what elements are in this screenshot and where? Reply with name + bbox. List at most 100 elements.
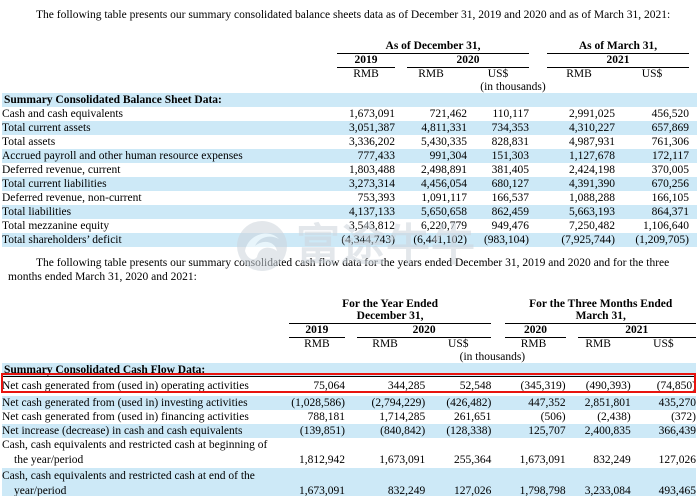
group-header-dec31: As of December 31, <box>337 38 529 54</box>
cell-value: 788,181 <box>307 410 345 423</box>
cell-value: 5,663,193 <box>569 206 615 218</box>
cell-value: (6,441,102) <box>413 234 467 246</box>
table-row: Accrued payroll and other human resource… <box>2 149 697 163</box>
cell-value: 4,456,054 <box>421 178 467 190</box>
cell-value: 3,273,314 <box>349 178 395 190</box>
table-row: Net increase (decrease) in cash and cash… <box>2 423 696 438</box>
spacer-cell <box>689 38 697 54</box>
spacer-cell <box>491 298 501 324</box>
spacer-cell <box>689 121 697 135</box>
table-row: Cash and cash equivalents 1,673,091 721,46… <box>2 107 697 121</box>
year-header-2020: 2020 <box>395 54 529 68</box>
row-label: Total current assets <box>2 122 91 134</box>
cell-value: 261,651 <box>454 410 492 423</box>
currency-header-usd: US$ <box>487 68 509 80</box>
year-header-2019: 2019 <box>288 324 345 338</box>
cell-value: 52,548 <box>459 379 492 392</box>
cell-value: (1,209,705) <box>635 234 689 246</box>
cell-value: 2,498,891 <box>421 164 467 176</box>
empty-header-cell <box>2 68 337 81</box>
cell-value: 1,106,640 <box>643 220 689 232</box>
year-header-2021-q1: 2021 <box>566 324 696 338</box>
row-label: Accrued payroll and other human resource… <box>2 150 243 162</box>
spacer-cell <box>529 219 543 233</box>
section-title: Summary Consolidated Balance Sheet Data: <box>2 93 697 107</box>
cell-value: 6,220,779 <box>421 220 467 232</box>
cell-value: 1,798,798 <box>519 484 566 496</box>
cell-value: 1,673,091 <box>298 484 345 496</box>
cell-value: (139,851) <box>299 424 345 437</box>
cell-value: 2,851,801 <box>584 396 631 409</box>
cell-value: (983,104) <box>483 234 529 246</box>
section-title-row: Summary Consolidated Balance Sheet Data: <box>2 93 697 107</box>
spacer-cell <box>529 54 543 68</box>
spacer-cell <box>491 376 501 396</box>
cell-value: 166,105 <box>651 192 689 204</box>
spacer-cell <box>689 68 697 81</box>
spacer-cell <box>529 135 543 149</box>
spacer-cell <box>689 219 697 233</box>
table-row: Net cash generated from (used in) invest… <box>2 395 696 410</box>
balance-sheet-table: As of December 31, As of March 31, 2019 … <box>2 38 697 247</box>
cell-value: (4,344,743) <box>341 234 395 246</box>
table-row-highlighted: Net cash generated from (used in) operat… <box>2 376 696 396</box>
cell-value: 832,249 <box>387 484 426 496</box>
cell-value: 3,543,812 <box>349 220 395 232</box>
currency-header-usd: US$ <box>641 68 663 80</box>
cell-value: 2,991,025 <box>569 108 615 120</box>
currency-header-rmb: RMB <box>566 68 592 80</box>
cell-value: 4,391,390 <box>569 178 615 190</box>
cell-value: 344,285 <box>387 379 426 392</box>
row-label: Total current liabilities <box>2 178 107 190</box>
cell-value: (372) <box>671 410 696 423</box>
cell-value: 4,137,133 <box>349 206 395 218</box>
intro-paragraph-cash-flow: The following table presents our summary… <box>8 257 670 283</box>
spacer-cell <box>689 135 697 149</box>
cash-flow-body: Summary Consolidated Cash Flow Data: Net… <box>2 363 696 496</box>
cell-value: (1,028,586) <box>291 396 345 409</box>
units-note: (in thousands) <box>459 351 526 363</box>
cell-value: (506) <box>540 410 566 423</box>
cell-value: 381,405 <box>491 164 529 176</box>
cell-value: 1,091,117 <box>421 192 467 204</box>
cell-value: 1,673,091 <box>379 453 426 466</box>
row-label: Total assets <box>2 136 56 148</box>
empty-header-cell <box>2 38 337 54</box>
cell-value: 991,304 <box>429 150 467 162</box>
table-row: Cash, cash equivalents and restricted ca… <box>2 438 696 468</box>
cell-value: 366,439 <box>658 424 696 437</box>
section-title: Summary Consolidated Cash Flow Data: <box>2 363 696 376</box>
cell-value: 370,005 <box>651 164 689 176</box>
cell-value: 1,803,488 <box>349 164 395 176</box>
cell-value: 721,462 <box>429 108 467 120</box>
cell-value: (128,338) <box>446 424 492 437</box>
cell-value: 4,310,227 <box>569 122 615 134</box>
currency-header-rmb: RMB <box>304 338 330 350</box>
empty-header-cell <box>2 54 337 68</box>
units-note: (in thousands) <box>480 81 546 93</box>
cell-value: 753,393 <box>357 192 395 204</box>
cash-flow-header: For the Year Ended December 31, For the T… <box>2 298 696 363</box>
spacer-cell <box>491 396 501 410</box>
spacer-cell <box>529 205 543 219</box>
spacer-cell <box>529 191 543 205</box>
currency-header-usd: US$ <box>448 338 469 350</box>
balance-sheet-body: Summary Consolidated Balance Sheet Data:… <box>2 93 697 247</box>
cell-value: 4,987,931 <box>569 136 615 148</box>
units-note-row: (in thousands) <box>2 351 696 363</box>
units-note-row: (in thousands) <box>2 81 697 93</box>
empty-header-cell <box>2 324 289 338</box>
cell-value: 127,026 <box>454 484 492 496</box>
row-label: Cash and cash equivalents <box>2 108 124 120</box>
cell-value: 777,433 <box>357 150 395 162</box>
currency-header-rmb: RMB <box>520 338 547 350</box>
year-header-row: 2019 2020 2020 2021 <box>2 324 696 338</box>
cell-value: 435,270 <box>658 396 696 409</box>
cell-value: (7,925,744) <box>561 234 615 246</box>
table-row: Total liabilities 4,137,133 5,650,658 862,4… <box>2 205 697 219</box>
cell-value: 862,459 <box>491 206 529 218</box>
group-header-three-months: For the Three Months Ended March 31, <box>501 298 696 324</box>
cell-value: 3,051,387 <box>349 122 395 134</box>
group-header-year-ended: For the Year Ended December 31, <box>288 298 492 324</box>
